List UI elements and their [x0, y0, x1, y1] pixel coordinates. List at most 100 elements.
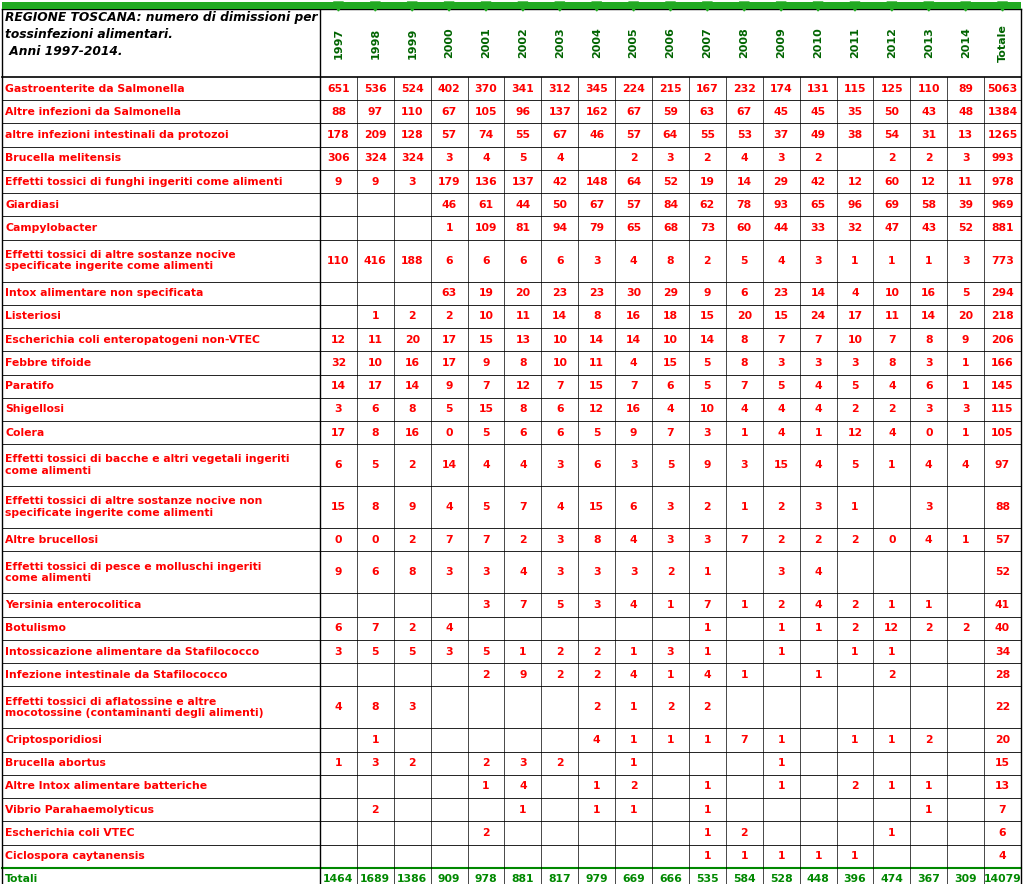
Text: 136: 136 [475, 177, 497, 187]
Text: 52: 52 [663, 177, 678, 187]
Text: 9: 9 [408, 502, 416, 512]
Text: 48: 48 [959, 107, 973, 117]
Text: 2: 2 [888, 153, 896, 164]
Text: 11: 11 [884, 311, 899, 322]
Text: 137: 137 [548, 107, 571, 117]
Text: 218: 218 [991, 311, 1014, 322]
Text: 4: 4 [888, 428, 896, 438]
Text: 61: 61 [479, 200, 493, 210]
Text: 1: 1 [704, 781, 711, 791]
Text: 5: 5 [704, 358, 711, 368]
Text: 78: 78 [737, 200, 752, 210]
Text: Effetti tossici di funghi ingeriti come alimenti: Effetti tossici di funghi ingeriti come … [5, 177, 282, 187]
Text: 2007: 2007 [703, 27, 712, 58]
Text: 16: 16 [405, 358, 419, 368]
Text: 324: 324 [364, 153, 387, 164]
Text: 20: 20 [405, 335, 419, 345]
Text: Totali: Totali [5, 874, 38, 884]
Text: Colera: Colera [5, 428, 44, 438]
Text: 137: 137 [512, 177, 534, 187]
Text: 9: 9 [704, 461, 711, 470]
Text: 15: 15 [331, 502, 346, 512]
Text: 3: 3 [814, 358, 821, 368]
Text: REGIONE TOSCANA: numero di dimissioni per
tossinfezioni alimentari.
 Anni 1997-2: REGIONE TOSCANA: numero di dimissioni pe… [5, 11, 317, 58]
Text: 7: 7 [519, 502, 527, 512]
Text: 817: 817 [548, 874, 571, 884]
Text: 10: 10 [552, 335, 568, 345]
Text: 15: 15 [773, 311, 789, 322]
Text: 8: 8 [519, 405, 527, 415]
Text: 39: 39 [959, 200, 973, 210]
Text: 1: 1 [482, 781, 490, 791]
Text: 5: 5 [482, 502, 490, 512]
Text: Listeriosi: Listeriosi [5, 311, 61, 322]
Text: 666: 666 [659, 874, 682, 884]
Text: 881: 881 [512, 874, 534, 884]
Text: 32: 32 [847, 223, 862, 233]
Text: 2: 2 [704, 502, 711, 512]
Text: Altre brucellosi: Altre brucellosi [5, 535, 98, 545]
Text: 2: 2 [704, 255, 711, 266]
Text: 62: 62 [700, 200, 715, 210]
Text: 8: 8 [741, 335, 748, 345]
Text: Escherichia coli enteropatogeni non-VTEC: Escherichia coli enteropatogeni non-VTEC [5, 335, 260, 345]
Text: 145: 145 [991, 381, 1014, 392]
Text: 9: 9 [630, 428, 637, 438]
Text: 179: 179 [438, 177, 460, 187]
Text: 2: 2 [408, 461, 416, 470]
Text: 15: 15 [700, 311, 715, 322]
Text: 2: 2 [704, 153, 711, 164]
Text: 1: 1 [851, 646, 858, 657]
Text: 1: 1 [630, 703, 637, 713]
Polygon shape [333, 2, 344, 11]
Polygon shape [924, 2, 934, 11]
Text: 2: 2 [593, 703, 601, 713]
Text: 3: 3 [704, 535, 711, 545]
Text: 1998: 1998 [370, 27, 381, 58]
Text: 1: 1 [630, 758, 637, 768]
Text: 4: 4 [998, 851, 1007, 861]
Text: 5: 5 [667, 461, 674, 470]
Text: 2009: 2009 [776, 27, 787, 58]
Text: 15: 15 [589, 381, 605, 392]
Text: 41: 41 [995, 600, 1010, 610]
Text: 7: 7 [998, 804, 1007, 815]
Text: Ciclospora caytanensis: Ciclospora caytanensis [5, 851, 144, 861]
Text: 3: 3 [557, 535, 564, 545]
Text: 52: 52 [959, 223, 973, 233]
Text: 60: 60 [884, 177, 899, 187]
Text: 1: 1 [777, 623, 785, 633]
Text: 162: 162 [585, 107, 608, 117]
Text: 43: 43 [921, 107, 936, 117]
Text: 4: 4 [925, 461, 933, 470]
Text: 8: 8 [371, 703, 380, 713]
Text: 4: 4 [557, 153, 564, 164]
Text: 3: 3 [814, 255, 821, 266]
Text: 10: 10 [552, 358, 568, 368]
Text: 7: 7 [814, 335, 821, 345]
Text: 224: 224 [622, 84, 646, 94]
Text: 309: 309 [954, 874, 977, 884]
Text: Effetti tossici di pesce e molluschi ingeriti
come alimenti: Effetti tossici di pesce e molluschi ing… [5, 561, 261, 583]
Text: 3: 3 [777, 568, 785, 577]
Text: 14: 14 [921, 311, 936, 322]
Polygon shape [518, 2, 528, 11]
Text: Escherichia coli VTEC: Escherichia coli VTEC [5, 828, 135, 838]
Text: 57: 57 [995, 535, 1010, 545]
Text: 4: 4 [482, 153, 490, 164]
Text: 2: 2 [851, 535, 858, 545]
Text: 17: 17 [847, 311, 862, 322]
Text: 2: 2 [371, 804, 380, 815]
Text: 3: 3 [962, 255, 970, 266]
Text: 6: 6 [557, 428, 564, 438]
Text: 396: 396 [844, 874, 866, 884]
Text: 6: 6 [998, 828, 1007, 838]
Text: Brucella melitensis: Brucella melitensis [5, 153, 121, 164]
Text: 1: 1 [519, 646, 527, 657]
Text: 4: 4 [593, 735, 601, 745]
Text: 2: 2 [925, 623, 933, 633]
Text: 3: 3 [557, 568, 564, 577]
Text: Brucella abortus: Brucella abortus [5, 758, 105, 768]
Text: 1384: 1384 [987, 107, 1018, 117]
Text: 5: 5 [704, 381, 711, 392]
